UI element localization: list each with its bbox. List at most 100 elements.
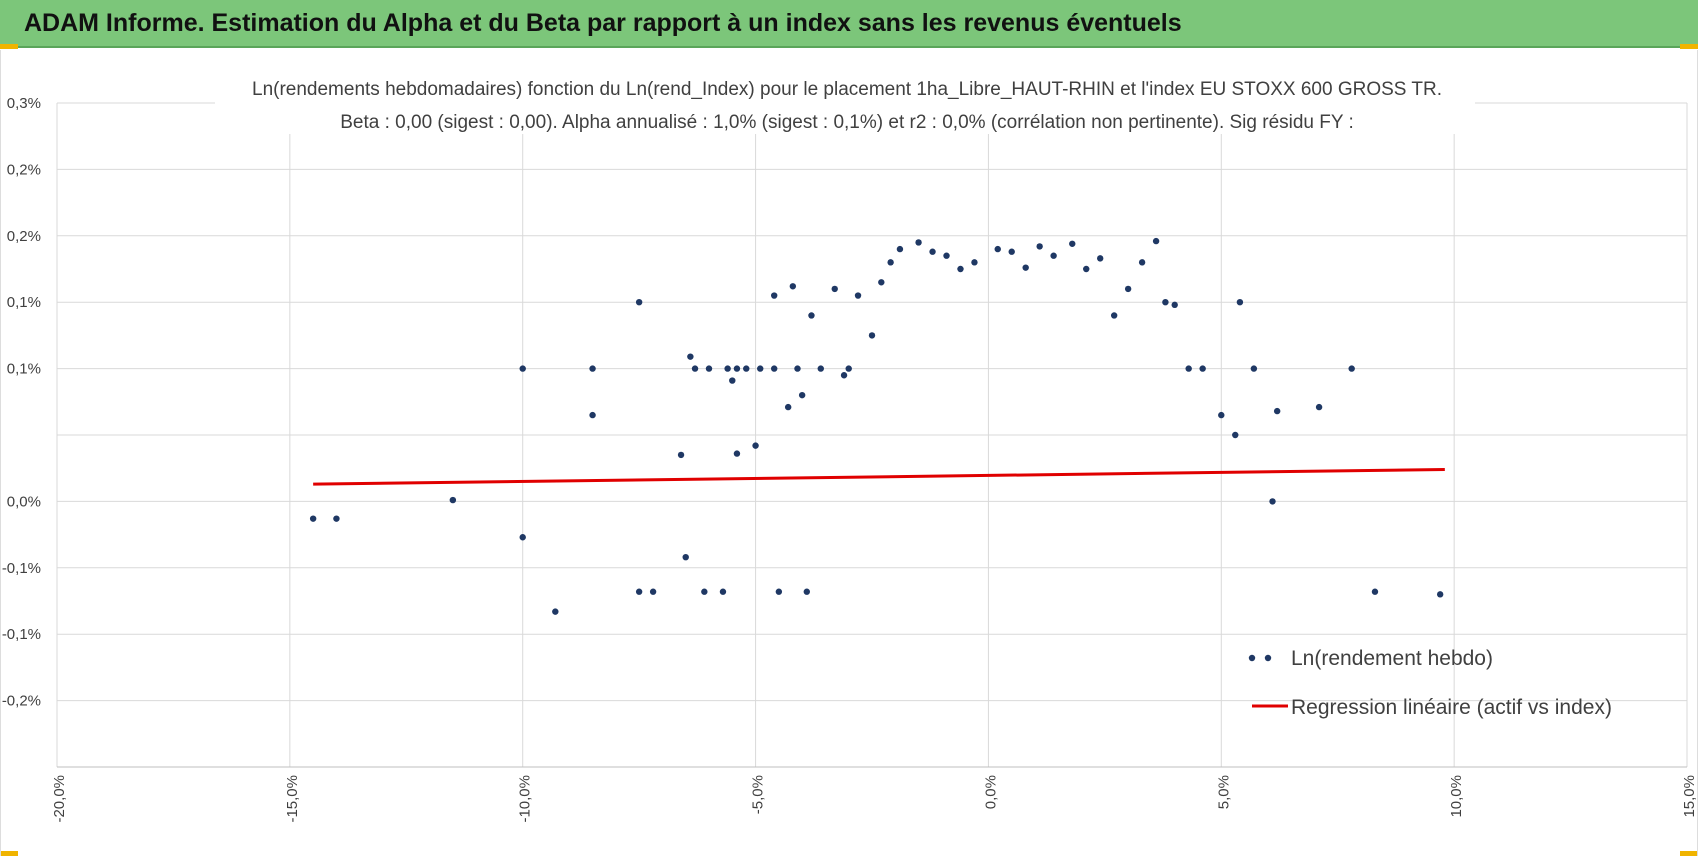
data-point — [1218, 411, 1225, 419]
corner-marker-bottom-left — [0, 851, 18, 856]
data-point — [1232, 431, 1239, 439]
data-point — [1152, 237, 1160, 245]
data-point — [771, 292, 778, 299]
y-tick-label: 0,2% — [7, 161, 41, 178]
data-point — [1185, 365, 1192, 372]
data-point — [1110, 312, 1118, 319]
data-point — [878, 279, 885, 286]
data-point — [1199, 365, 1206, 372]
data-point — [887, 259, 894, 266]
data-point — [868, 332, 876, 339]
chart-title-line-2: Beta : 0,00 (sigest : 0,00). Alpha annua… — [340, 112, 1354, 133]
data-point — [943, 252, 950, 259]
data-point — [589, 411, 596, 419]
data-point — [309, 515, 317, 522]
corner-marker-right — [1680, 44, 1698, 49]
data-point — [701, 588, 708, 595]
x-tick-label: -20,0% — [51, 775, 68, 823]
data-point — [1069, 240, 1076, 247]
data-point — [771, 365, 778, 372]
x-tick-label: -5,0% — [750, 775, 767, 814]
data-point — [775, 588, 783, 595]
data-point — [552, 608, 559, 615]
regression-line-group — [313, 468, 1445, 486]
y-tick-label: -0,1% — [2, 626, 41, 643]
legend-marker-points-2 — [1264, 654, 1272, 662]
data-point — [1250, 365, 1258, 372]
data-point — [1171, 301, 1178, 309]
data-point — [519, 365, 526, 372]
data-point — [1138, 259, 1146, 266]
data-point — [682, 553, 689, 561]
data-point — [915, 239, 922, 246]
header-bar: ADAM Informe. Estimation du Alpha et du … — [0, 0, 1698, 48]
data-point — [724, 365, 731, 372]
data-point — [994, 245, 1001, 253]
y-tick-label: 0,3% — [7, 95, 41, 112]
chart-title-background — [215, 72, 1475, 134]
y-tick-label: -0,2% — [2, 693, 41, 710]
data-point — [649, 588, 657, 595]
data-point — [589, 365, 596, 372]
data-point — [1436, 591, 1444, 598]
data-point — [840, 372, 848, 379]
data-point — [687, 353, 694, 360]
data-point — [691, 365, 699, 372]
y-tick-label: -0,1% — [2, 560, 41, 577]
corner-marker-left — [0, 44, 18, 49]
data-point — [1022, 264, 1029, 271]
data-point — [733, 450, 741, 457]
corner-marker-bottom-right — [1680, 851, 1698, 856]
data-point — [929, 248, 936, 255]
data-point — [803, 588, 810, 595]
chart-title-line-1: Ln(rendements hebdomadaires) fonction du… — [252, 79, 1442, 100]
data-point — [1036, 243, 1043, 250]
data-point — [1371, 588, 1379, 595]
x-tick-label: 5,0% — [1215, 775, 1232, 809]
data-point — [971, 259, 978, 266]
data-point — [784, 403, 792, 411]
data-point — [1050, 252, 1057, 259]
data-point — [794, 365, 801, 372]
data-point — [1236, 299, 1244, 306]
data-point — [519, 534, 526, 541]
data-point — [831, 285, 838, 293]
data-point — [1348, 365, 1355, 372]
data-point — [1124, 285, 1132, 293]
legend-label-points: Ln(rendement hebdo) — [1291, 647, 1493, 670]
data-point — [757, 365, 764, 372]
data-point — [798, 391, 806, 399]
data-point — [896, 245, 904, 253]
y-tick-label: 0,0% — [7, 493, 41, 510]
axis-ticks: -20,0% -15,0% -10,0% -5,0% 0,0% 5,0% 10,0% 15,0… — [2, 95, 1698, 823]
legend: Ln(rendement hebdo) Regression linéaire … — [1248, 647, 1612, 719]
data-point — [635, 588, 643, 595]
data-point — [1008, 248, 1015, 255]
data-point — [817, 365, 824, 372]
x-tick-label: 10,0% — [1448, 775, 1465, 818]
data-point — [729, 377, 736, 384]
x-tick-label: -15,0% — [284, 775, 301, 823]
data-point — [635, 299, 643, 306]
data-point — [808, 312, 815, 319]
data-point — [705, 365, 713, 372]
data-point — [719, 588, 727, 595]
data-point — [1269, 498, 1276, 505]
legend-marker-points-1 — [1248, 654, 1256, 662]
data-point — [677, 451, 685, 459]
legend-label-regression: Regression linéaire (actif vs index) — [1291, 696, 1612, 719]
data-point — [1315, 403, 1323, 411]
data-point — [1083, 265, 1090, 273]
data-point — [845, 365, 852, 372]
data-point — [449, 496, 457, 504]
gridlines — [56, 102, 1688, 768]
y-tick-label: 0,1% — [7, 361, 41, 378]
data-point — [1162, 299, 1169, 306]
x-tick-label: 0,0% — [982, 775, 999, 809]
data-point — [733, 365, 741, 372]
data-point — [789, 283, 797, 290]
y-tick-label: 0,2% — [7, 228, 41, 245]
data-point — [957, 265, 964, 273]
data-point — [854, 292, 862, 299]
